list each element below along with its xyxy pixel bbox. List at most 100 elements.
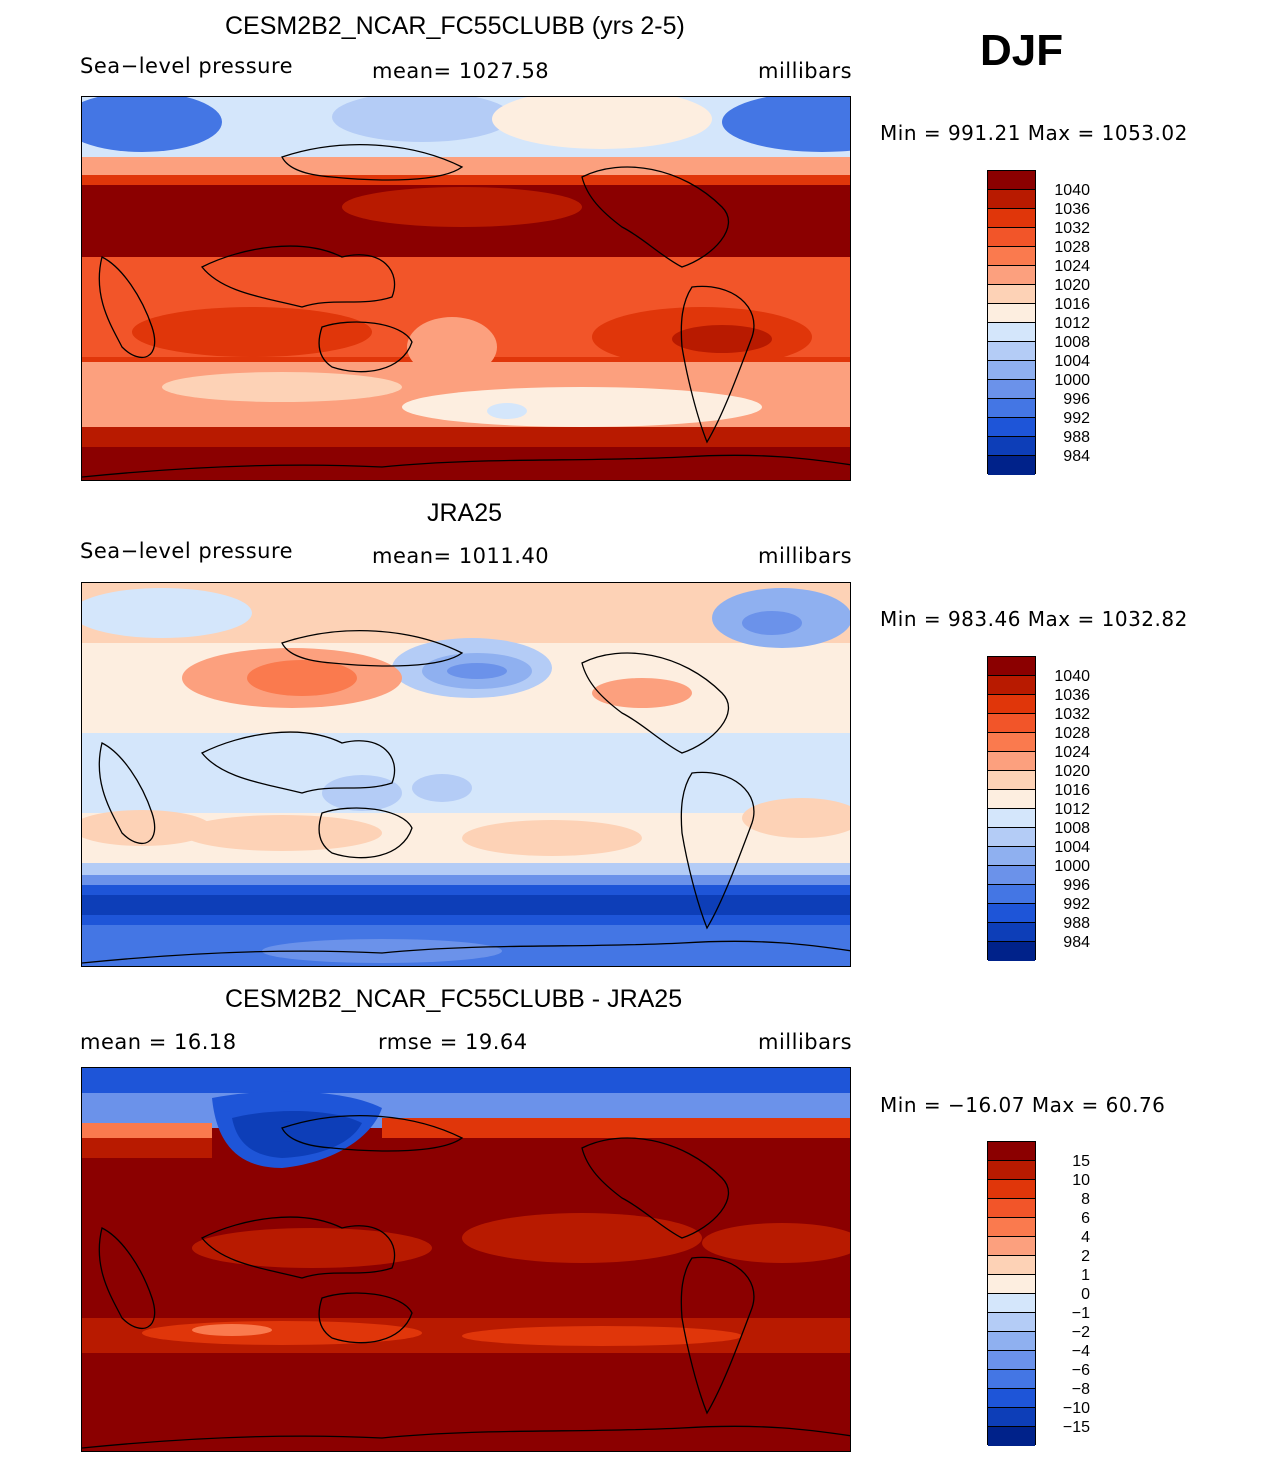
colorbar-box bbox=[988, 418, 1035, 437]
colorbar-label: 984 bbox=[1063, 934, 1090, 951]
colorbar-label: −8 bbox=[1071, 1381, 1090, 1398]
colorbar-label: −10 bbox=[1062, 1400, 1090, 1417]
panel-3-colorbar bbox=[987, 1141, 1036, 1446]
colorbar-box bbox=[988, 1218, 1035, 1237]
panel-2-colorbar bbox=[987, 656, 1036, 961]
colorbar-box bbox=[988, 1275, 1035, 1294]
panel-1-variable: Sea−level pressure bbox=[80, 54, 294, 78]
colorbar-label: 1032 bbox=[1054, 706, 1090, 723]
colorbar-label: −4 bbox=[1071, 1343, 1090, 1360]
colorbar-label: −1 bbox=[1071, 1305, 1090, 1322]
colorbar-box bbox=[988, 904, 1035, 923]
colorbar-box bbox=[988, 942, 1035, 961]
colorbar-label: 10 bbox=[1072, 1172, 1090, 1189]
colorbar-label: 1004 bbox=[1054, 353, 1090, 370]
colorbar-box bbox=[988, 1294, 1035, 1313]
colorbar-label: 1032 bbox=[1054, 220, 1090, 237]
colorbar-box bbox=[988, 323, 1035, 342]
colorbar-label: 1040 bbox=[1054, 182, 1090, 199]
colorbar-box bbox=[988, 790, 1035, 809]
colorbar-label: 1008 bbox=[1054, 820, 1090, 837]
colorbar-label: 1020 bbox=[1054, 277, 1090, 294]
panel-3-mean: mean = 16.18 bbox=[80, 1030, 237, 1054]
colorbar-label: 8 bbox=[1081, 1191, 1090, 1208]
panel-1-title: CESM2B2_NCAR_FC55CLUBB (yrs 2-5) bbox=[225, 12, 685, 40]
colorbar-box bbox=[988, 285, 1035, 304]
colorbar-label: 2 bbox=[1081, 1248, 1090, 1265]
panel-3-map-field bbox=[82, 1068, 850, 1451]
colorbar-label: 1028 bbox=[1054, 725, 1090, 742]
colorbar-box bbox=[988, 1180, 1035, 1199]
panel-2-title: JRA25 bbox=[427, 499, 503, 527]
colorbar-box bbox=[988, 456, 1035, 475]
colorbar-label: 1020 bbox=[1054, 763, 1090, 780]
panel-1-units: millibars bbox=[758, 59, 853, 83]
colorbar-label: 1024 bbox=[1054, 744, 1090, 761]
colorbar-label: 4 bbox=[1081, 1229, 1090, 1246]
colorbar-label: −6 bbox=[1071, 1362, 1090, 1379]
colorbar-box bbox=[988, 171, 1035, 190]
colorbar-label: −2 bbox=[1071, 1324, 1090, 1341]
colorbar-box bbox=[988, 828, 1035, 847]
colorbar-box bbox=[988, 1199, 1035, 1218]
colorbar-label: 1024 bbox=[1054, 258, 1090, 275]
colorbar-box bbox=[988, 247, 1035, 266]
colorbar-box bbox=[988, 1313, 1035, 1332]
colorbar-box bbox=[988, 266, 1035, 285]
colorbar-box bbox=[988, 209, 1035, 228]
panel-3-map bbox=[81, 1067, 851, 1452]
colorbar-box bbox=[988, 1332, 1035, 1351]
season-label: DJF bbox=[980, 26, 1064, 75]
colorbar-box bbox=[988, 190, 1035, 209]
colorbar-label: 996 bbox=[1063, 877, 1090, 894]
colorbar-label: 1040 bbox=[1054, 668, 1090, 685]
colorbar-label: −15 bbox=[1062, 1419, 1090, 1436]
colorbar-box bbox=[988, 1408, 1035, 1427]
colorbar-label: 1008 bbox=[1054, 334, 1090, 351]
colorbar-box bbox=[988, 342, 1035, 361]
colorbar-box bbox=[988, 1237, 1035, 1256]
colorbar-box bbox=[988, 676, 1035, 695]
panel-3-units: millibars bbox=[758, 1030, 853, 1054]
panel-3-rmse: rmse = 19.64 bbox=[378, 1030, 528, 1054]
colorbar-box bbox=[988, 1351, 1035, 1370]
colorbar-label: 1012 bbox=[1054, 801, 1090, 818]
panel-1-map-field bbox=[82, 97, 850, 480]
colorbar-label: 996 bbox=[1063, 391, 1090, 408]
colorbar-box bbox=[988, 1142, 1035, 1161]
panel-2-minmax: Min = 983.46 Max = 1032.82 bbox=[880, 607, 1188, 631]
colorbar-box bbox=[988, 304, 1035, 323]
colorbar-label: 984 bbox=[1063, 448, 1090, 465]
colorbar-label: 1 bbox=[1081, 1267, 1090, 1284]
colorbar-box bbox=[988, 1256, 1035, 1275]
panel-1-colorbar bbox=[987, 170, 1036, 475]
panel-2-mean: mean= 1011.40 bbox=[372, 544, 550, 568]
colorbar-label: 988 bbox=[1063, 915, 1090, 932]
colorbar-label: 992 bbox=[1063, 410, 1090, 427]
colorbar-label: 1036 bbox=[1054, 201, 1090, 218]
colorbar-label: 988 bbox=[1063, 429, 1090, 446]
colorbar-box bbox=[988, 380, 1035, 399]
colorbar-label: 992 bbox=[1063, 896, 1090, 913]
colorbar-label: 0 bbox=[1081, 1286, 1090, 1303]
colorbar-label: 1012 bbox=[1054, 315, 1090, 332]
panel-2-units: millibars bbox=[758, 544, 853, 568]
colorbar-box bbox=[988, 847, 1035, 866]
colorbar-box bbox=[988, 866, 1035, 885]
colorbar-box bbox=[988, 657, 1035, 676]
panel-1-mean: mean= 1027.58 bbox=[372, 59, 550, 83]
colorbar-box bbox=[988, 695, 1035, 714]
colorbar-box bbox=[988, 923, 1035, 942]
colorbar-box bbox=[988, 771, 1035, 790]
colorbar-box bbox=[988, 809, 1035, 828]
panel-3-minmax: Min = −16.07 Max = 60.76 bbox=[880, 1093, 1166, 1117]
colorbar-label: 1016 bbox=[1054, 782, 1090, 799]
panel-2-map-field bbox=[82, 583, 850, 966]
colorbar-label: 15 bbox=[1072, 1153, 1090, 1170]
colorbar-label: 1004 bbox=[1054, 839, 1090, 856]
colorbar-box bbox=[988, 752, 1035, 771]
colorbar-label: 1028 bbox=[1054, 239, 1090, 256]
colorbar-box bbox=[988, 1370, 1035, 1389]
colorbar-box bbox=[988, 228, 1035, 247]
colorbar-box bbox=[988, 733, 1035, 752]
